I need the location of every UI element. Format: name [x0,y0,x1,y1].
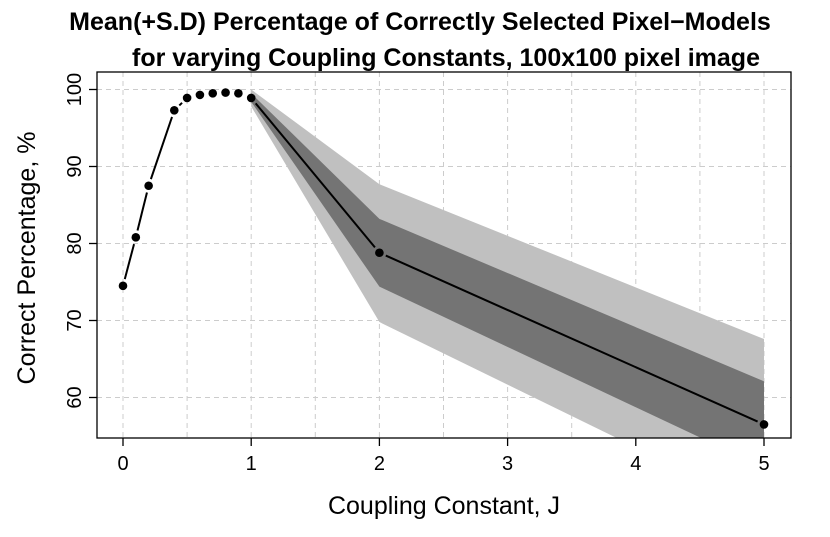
data-point-7 [221,88,230,97]
mean-line-segment-0 [123,243,135,280]
x-tick-label-4: 4 [630,453,641,475]
mean-line-segment-10 [385,254,759,423]
y-tick-label-4: 100 [64,73,86,106]
x-tick-label-2: 2 [374,453,385,475]
data-point-11 [759,420,769,429]
y-axis: 60 70 80 90 100 [64,73,97,409]
sd-bands [251,89,764,438]
y-axis-label: Correct Percentage, % [13,132,41,385]
x-tick-label-3: 3 [502,453,513,475]
y-tick-label-3: 90 [64,155,86,177]
mean-line-segment-9 [254,102,376,248]
data-point-10 [375,248,384,258]
data-point-4 [182,93,192,103]
mean-line-segment-2 [149,116,173,180]
data-point-2 [144,181,153,191]
mean-points [118,88,769,429]
data-point-0 [118,281,128,291]
data-point-1 [131,233,141,242]
y-tick-label-2: 80 [64,232,86,254]
x-axis-label: Coupling Constant, J [328,492,560,520]
x-tick-label-0: 0 [117,453,128,475]
x-tick-label-1: 1 [246,453,257,475]
data-point-9 [246,93,256,103]
mean-line [123,102,759,423]
data-point-5 [195,90,205,100]
mean-line-segment-1 [136,192,148,231]
y-tick-label-1: 70 [64,309,86,331]
mean-line-segment-3 [178,102,183,107]
plot-frame [96,71,792,439]
y-tick-label-0: 60 [64,386,86,408]
data-point-3 [169,105,179,115]
sd-band-2 [251,93,764,438]
data-point-8 [234,89,243,98]
x-axis: 0 1 2 3 4 5 [117,438,770,475]
data-point-6 [208,89,218,98]
chart-title-line-1: Mean(+S.D) Percentage of Correctly Selec… [69,8,771,36]
x-tick-label-5: 5 [758,453,769,475]
chart-title-line-2: for varying Coupling Constants, 100x100 … [132,44,760,72]
